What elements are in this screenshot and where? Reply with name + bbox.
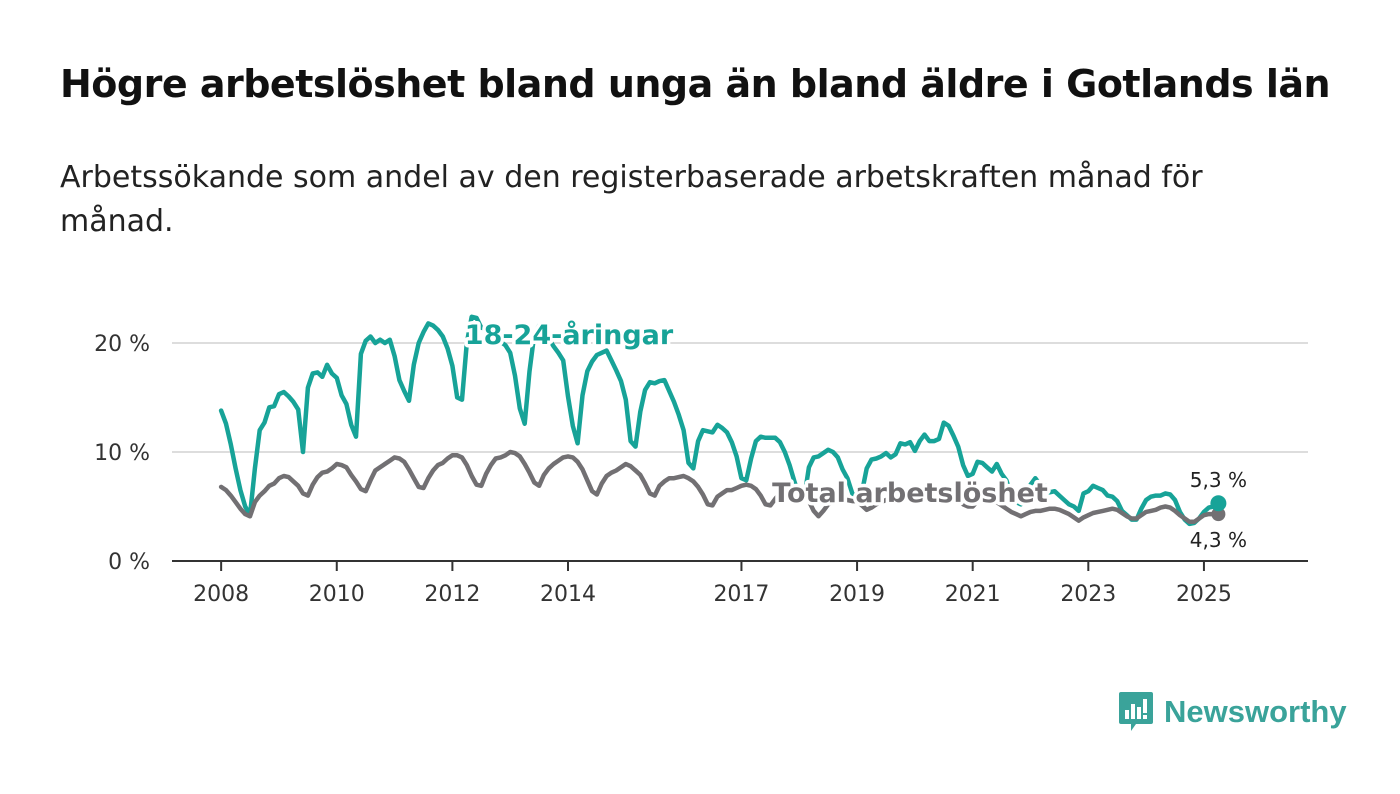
youth-end-value-label: 5,3 % <box>1190 468 1247 492</box>
youth-series-label: 18-24-åringar <box>465 319 674 351</box>
x-tick-label: 2023 <box>1060 582 1116 607</box>
chart-title: Högre arbetslöshet bland unga än bland ä… <box>60 62 1331 106</box>
x-tick-label: 2017 <box>713 582 769 607</box>
x-tick-label: 2014 <box>540 582 596 607</box>
total-series-label: Total arbetslöshet <box>772 478 1048 509</box>
total-series-line <box>218 449 1221 525</box>
y-tick-label: 10 % <box>94 441 150 466</box>
newsworthy-logo-icon <box>1119 692 1153 731</box>
y-tick-label: 20 % <box>94 332 150 357</box>
youth-series-line <box>218 314 1221 527</box>
chart-subtitle: Arbetssökande som andel av den registerb… <box>60 160 1203 239</box>
x-tick-label: 2025 <box>1176 582 1232 607</box>
total-end-dot <box>1211 507 1226 522</box>
x-tick-label: 2012 <box>424 582 480 607</box>
y-tick-label: 0 % <box>108 550 150 575</box>
total-end-value-label: 4,3 % <box>1190 528 1247 552</box>
newsworthy-logo-text: Newsworthy <box>1164 694 1347 729</box>
x-tick-label: 2019 <box>829 582 885 607</box>
youth-end-dot <box>1210 495 1227 512</box>
x-tick-label: 2010 <box>309 582 365 607</box>
newsworthy-logo: Newsworthy <box>1118 690 1347 734</box>
x-tick-label: 2008 <box>193 582 249 607</box>
x-tick-label: 2021 <box>945 582 1001 607</box>
